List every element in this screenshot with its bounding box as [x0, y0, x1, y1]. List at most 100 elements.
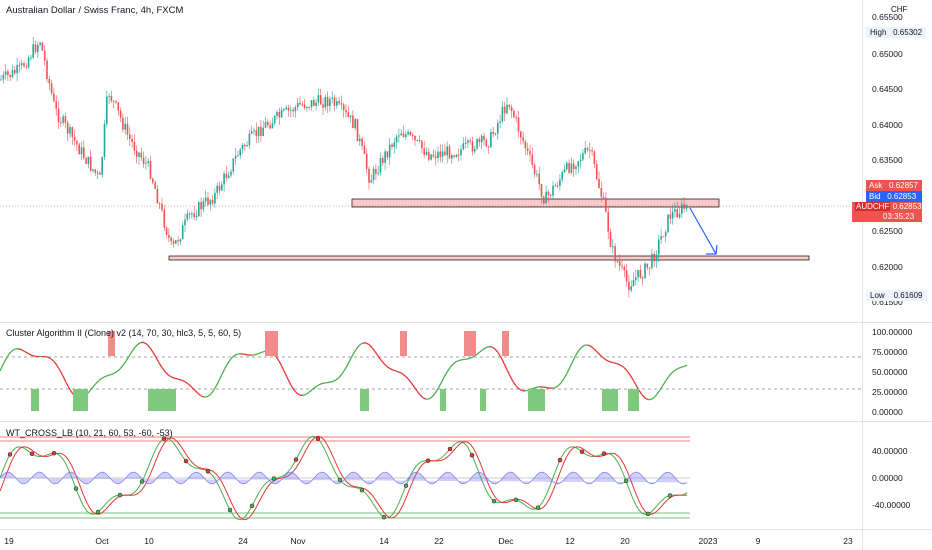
candle-body: [124, 123, 126, 130]
candle-body: [2, 74, 5, 80]
candle-body: [605, 197, 607, 212]
candle-body: [464, 143, 467, 145]
candle-body: [398, 135, 400, 137]
candle-body: [575, 166, 577, 170]
candle-body: [356, 118, 359, 142]
candle-body: [478, 139, 481, 143]
candle-body: [276, 111, 278, 116]
candle-body: [64, 116, 67, 123]
osc1-segment: [638, 389, 643, 396]
candle-body: [122, 117, 124, 130]
osc1-segment: [212, 386, 217, 392]
osc1-segment: [485, 346, 490, 349]
osc1-segment: [551, 387, 556, 389]
candle-body: [651, 253, 653, 269]
candle-body: [370, 180, 373, 183]
candle-body: [497, 122, 499, 134]
wt-cross-dot: [73, 486, 79, 491]
osc1-segment: [680, 365, 685, 368]
osc1-segment: [170, 376, 175, 379]
osc1-segment: [257, 352, 262, 355]
candle-body: [89, 156, 92, 171]
candle-body: [513, 110, 515, 118]
price-axis-border: [862, 0, 863, 550]
candle-body: [538, 173, 540, 185]
osc1-segment: [566, 366, 571, 374]
currency-label: CHF: [891, 5, 908, 14]
candle-body: [106, 96, 108, 124]
osc1-segment: [50, 358, 55, 362]
wt-cross-dot: [425, 458, 431, 463]
osc1-segment: [296, 392, 301, 396]
candle-body: [175, 240, 177, 244]
last-price-tag: AUDCHF 0.62853 03:35:23: [852, 202, 922, 222]
osc1-segment: [302, 393, 307, 396]
osc1-segment: [386, 365, 391, 370]
candle-body: [616, 261, 619, 263]
candle-body: [20, 63, 23, 65]
candle-body: [165, 227, 168, 235]
osc1-segment: [164, 371, 169, 376]
high-label: High 0.65302: [866, 27, 927, 38]
osc1-segment: [617, 363, 622, 366]
candle-body: [462, 143, 465, 150]
osc1-segment: [197, 392, 202, 397]
pane-separator[interactable]: [0, 421, 932, 422]
candle-body: [0, 79, 2, 81]
osc1-segment: [8, 350, 13, 355]
candle-body: [460, 149, 462, 156]
indicator2-title[interactable]: WT_CROSS_LB (10, 21, 60, 53, -60, -53): [6, 428, 173, 438]
osc1-segment: [674, 367, 679, 371]
wt-cross-dot: [469, 453, 475, 458]
oversold-bar: [480, 389, 486, 411]
osc1-segment: [173, 377, 178, 380]
osc1-segment: [395, 370, 400, 373]
candle-body: [432, 154, 435, 157]
candle-body: [517, 117, 520, 132]
osc1-segment: [422, 397, 427, 400]
osc1-segment: [590, 345, 595, 350]
osc1-segment: [17, 348, 22, 351]
candle-body: [71, 127, 74, 137]
candle-body: [520, 131, 522, 138]
candle-body: [685, 204, 688, 209]
oversold-bar: [31, 389, 39, 411]
candle-body: [80, 147, 83, 155]
indicator1-title[interactable]: Cluster Algorithm II (Clone) v2 (14, 70,…: [6, 328, 242, 338]
ask-tag: Ask 0.62857: [866, 180, 922, 191]
candle-body: [644, 263, 646, 279]
wt1-line: [0, 435, 688, 521]
overbought-bar: [265, 331, 278, 356]
pane-separator[interactable]: [0, 322, 932, 323]
osc1-segment: [353, 347, 358, 354]
osc1-segment: [407, 378, 412, 383]
candle-body: [209, 199, 212, 205]
candle-body: [142, 157, 145, 164]
candle-body: [230, 171, 232, 176]
osc1-segment: [455, 359, 460, 363]
candle-body: [595, 164, 598, 179]
candle-body: [188, 213, 191, 215]
wt-cross-dot: [403, 483, 409, 488]
candle-body: [294, 107, 297, 112]
candle-body: [655, 254, 658, 262]
wt-cross-dot: [315, 436, 321, 441]
candle-body: [306, 107, 308, 109]
candle-body: [133, 141, 136, 151]
candle-body: [549, 194, 552, 196]
candle-body: [99, 172, 101, 175]
candle-body: [365, 153, 368, 169]
candle-body: [641, 277, 644, 279]
candle-body: [177, 240, 179, 242]
candle-body: [69, 127, 71, 134]
candle-body: [561, 172, 563, 180]
candle-body: [129, 134, 131, 139]
candle-body: [131, 138, 133, 142]
candle-body: [441, 151, 444, 157]
price-tick: 0.64500: [872, 84, 903, 94]
candle-body: [359, 138, 361, 142]
candle-body: [368, 168, 370, 183]
candle-body: [372, 168, 375, 181]
